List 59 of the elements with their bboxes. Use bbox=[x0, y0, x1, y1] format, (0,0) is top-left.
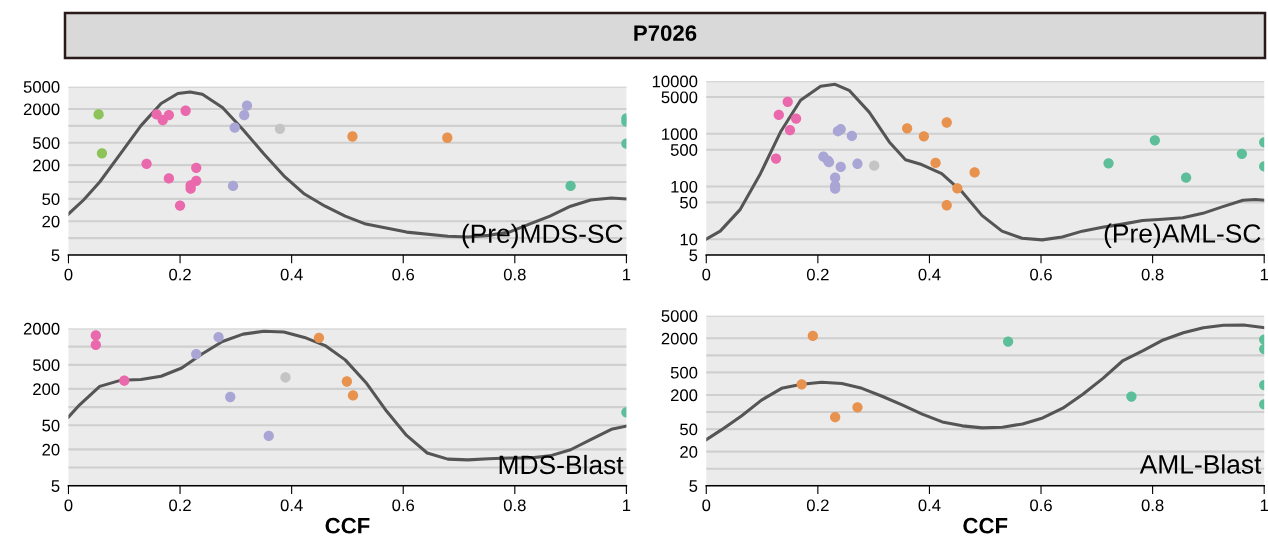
x-tick-label: 0 bbox=[64, 499, 73, 512]
x-tick-label: 1 bbox=[1260, 268, 1268, 281]
y-tick-label: 5 bbox=[689, 480, 698, 492]
x-tick-label: 0.4 bbox=[280, 499, 303, 512]
x-tick-label: 0.8 bbox=[503, 499, 526, 512]
x-tick-label: 0.2 bbox=[806, 499, 829, 512]
x-tick-label: 0.8 bbox=[1141, 499, 1164, 512]
x-tick-label: 0.2 bbox=[806, 268, 829, 281]
x-tick-label: 0.2 bbox=[169, 499, 191, 512]
x-tick-label: 1 bbox=[1260, 499, 1268, 512]
annotation: AML-Blast bbox=[1139, 454, 1262, 474]
x-tick-label: 0 bbox=[702, 268, 711, 281]
y-tick-label: 500 bbox=[33, 359, 60, 372]
x-tick-label: 0.6 bbox=[1030, 268, 1052, 281]
y-tick-label: 5000 bbox=[661, 91, 698, 104]
y-tick-label: 50 bbox=[680, 196, 698, 209]
x-tick-label: 0.8 bbox=[1141, 268, 1164, 281]
y-tick-label: 10000 bbox=[652, 75, 698, 88]
y-tick-label: 500 bbox=[33, 137, 60, 149]
y-tick-label: 5000 bbox=[661, 310, 698, 322]
y-tick-label: 5000 bbox=[23, 81, 60, 93]
y-tick-label: 1000 bbox=[662, 128, 698, 141]
x-tick-label: 0 bbox=[702, 499, 711, 512]
x-tick-label: 1 bbox=[623, 499, 631, 512]
x-tick-label: 0.8 bbox=[503, 268, 526, 281]
y-tick-label: 2000 bbox=[23, 322, 60, 335]
chart-title: P7026 bbox=[634, 25, 697, 41]
y-tick-label: 5 bbox=[51, 480, 60, 492]
y-tick-label: 2000 bbox=[23, 103, 60, 116]
x-tick-label: 0.6 bbox=[392, 499, 415, 512]
x-tick-label: 0.6 bbox=[1030, 499, 1052, 512]
y-tick-label: 500 bbox=[670, 366, 698, 379]
y-tick-label: 50 bbox=[42, 419, 60, 432]
y-tick-label: 2000 bbox=[661, 332, 698, 345]
x-axis-title: CCF bbox=[325, 517, 370, 534]
y-tick-label: 200 bbox=[33, 159, 60, 172]
y-tick-label: 20 bbox=[42, 443, 60, 456]
x-tick-label: 0.4 bbox=[280, 268, 303, 281]
x-tick-label: 0.6 bbox=[392, 268, 415, 281]
annotation: MDS-Blast bbox=[499, 454, 624, 475]
y-tick-label: 50 bbox=[680, 423, 698, 436]
y-tick-label: 200 bbox=[33, 383, 60, 396]
y-tick-label: 100 bbox=[671, 180, 698, 193]
y-tick-label: 5 bbox=[689, 249, 698, 262]
annotation: (Pre)MDS-SC bbox=[462, 223, 623, 249]
y-tick-label: 200 bbox=[670, 389, 698, 402]
x-tick-label: 0.2 bbox=[169, 268, 191, 281]
x-axis-title: CCF bbox=[963, 517, 1008, 534]
y-tick-label: 5 bbox=[51, 249, 60, 262]
x-tick-label: 1 bbox=[623, 268, 631, 281]
y-tick-label: 500 bbox=[670, 144, 698, 156]
x-tick-label: 0 bbox=[64, 268, 73, 281]
x-tick-label: 0.4 bbox=[918, 268, 941, 281]
annotation: (Pre)AML-SC bbox=[1104, 223, 1261, 249]
y-tick-label: 10 bbox=[680, 233, 698, 246]
y-tick-label: 50 bbox=[42, 193, 60, 206]
y-tick-label: 20 bbox=[680, 446, 698, 458]
x-tick-label: 0.4 bbox=[918, 499, 941, 512]
y-tick-label: 20 bbox=[42, 215, 60, 228]
